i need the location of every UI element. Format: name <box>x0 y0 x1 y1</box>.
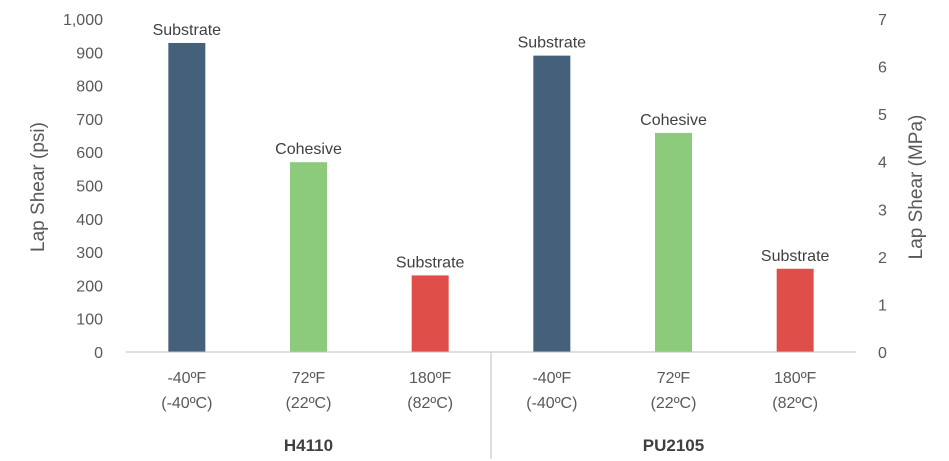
y-tick-label: 300 <box>76 245 103 262</box>
category-label-line1: -40ºF <box>167 370 206 387</box>
bar <box>411 275 449 352</box>
bar-data-label: Substrate <box>518 35 587 52</box>
category-label-line2: (82ºC) <box>772 395 818 412</box>
category-labels: -40ºF (-40ºC) 72ºF (22ºC) 180ºF (82ºC) -40ºF (-… <box>161 370 818 412</box>
data-labels: Substrate Cohesive Substrate Substrate Cohes… <box>153 22 830 271</box>
y2-tick-label: 1 <box>878 297 887 314</box>
y2-tick-label: 5 <box>878 107 887 124</box>
y2-tick-label: 2 <box>878 250 887 267</box>
category-label-line2: (82ºC) <box>407 395 453 412</box>
category-label-line2: (22ºC) <box>286 395 332 412</box>
y-tick-label: 600 <box>76 145 103 162</box>
y2-tick-label: 6 <box>878 60 887 77</box>
category-label-line1: 180ºF <box>409 370 452 387</box>
y-tick-label: 900 <box>76 45 103 62</box>
bar-data-label: Substrate <box>153 22 222 39</box>
category-label-line2: (-40ºC) <box>526 395 577 412</box>
group-label: H4110 <box>284 436 333 455</box>
bar-data-label: Substrate <box>396 254 465 271</box>
y-tick-label: 700 <box>76 112 103 129</box>
y-axis-title-left: Lap Shear (psi) <box>28 122 49 252</box>
category-label-line2: (-40ºC) <box>161 395 212 412</box>
category-label-line1: 72ºF <box>657 370 691 387</box>
y-tick-label: 800 <box>76 79 103 96</box>
group-labels: H4110 PU2105 <box>284 436 704 455</box>
y-tick-label: 500 <box>76 179 103 196</box>
category-label-line1: 72ºF <box>292 370 326 387</box>
bar-data-label: Substrate <box>761 248 830 265</box>
y2-tick-label: 3 <box>878 202 887 219</box>
y-tick-label: 1,000 <box>63 12 103 29</box>
y-axis-title: Lap Shear (psi) <box>28 122 49 252</box>
bar <box>168 42 206 352</box>
axis-lines <box>126 351 856 459</box>
category-label-line2: (22ºC) <box>651 395 697 412</box>
bar <box>290 162 327 352</box>
y2-axis-ticks: 0 1 2 3 4 5 6 7 <box>878 12 887 362</box>
y2-tick-label: 4 <box>878 155 887 172</box>
category-label-line1: 180ºF <box>774 370 817 387</box>
y-axis-ticks: 0 100 200 300 400 500 600 700 800 900 1,000 <box>63 12 103 362</box>
category-label-line1: -40ºF <box>532 370 571 387</box>
y-axis-title-right-group: Lap Shear (MPa) <box>906 115 927 260</box>
bar-data-label: Cohesive <box>275 141 342 158</box>
bar <box>533 55 571 352</box>
y-tick-label: 200 <box>76 278 103 295</box>
bar <box>776 268 814 352</box>
y2-tick-label: 0 <box>878 345 887 362</box>
y-tick-label: 100 <box>76 312 103 329</box>
y2-tick-label: 7 <box>878 12 887 29</box>
y2-axis-title: Lap Shear (MPa) <box>906 115 927 260</box>
bar <box>655 132 692 352</box>
y-tick-label: 400 <box>76 212 103 229</box>
y-tick-label: 0 <box>94 345 103 362</box>
group-label: PU2105 <box>643 436 704 455</box>
bars <box>168 42 814 352</box>
bar-data-label: Cohesive <box>640 112 707 129</box>
